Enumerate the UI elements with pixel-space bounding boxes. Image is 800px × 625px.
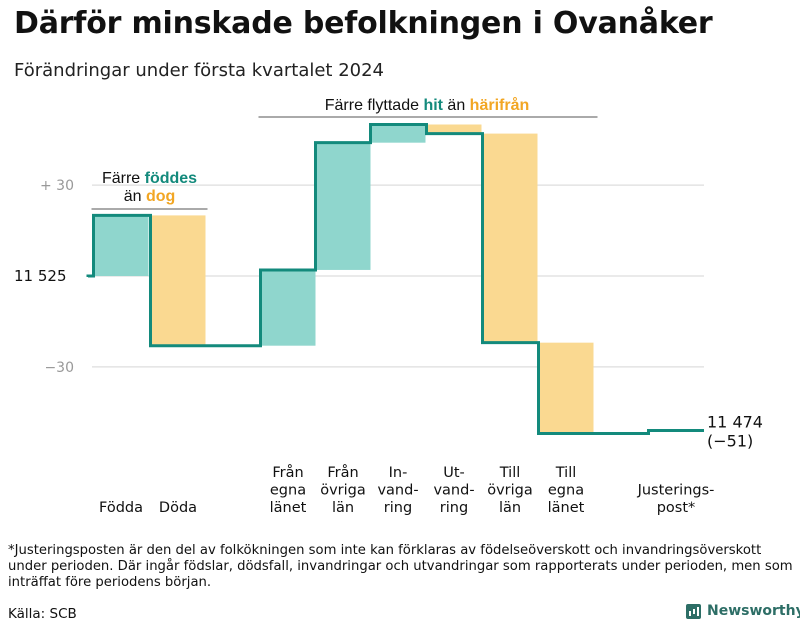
- category-label: Från: [327, 464, 358, 481]
- category-label: ring: [440, 500, 468, 516]
- category-label: ring: [384, 500, 412, 516]
- footnote: *Justeringsposten är den del av folkökni…: [8, 543, 793, 590]
- category-label: Döda: [159, 500, 197, 516]
- end-value-label: 11 474: [707, 413, 763, 432]
- chart-title: Därför minskade befolkningen i Ovanåker: [14, 6, 713, 41]
- category-label: In-: [389, 465, 408, 481]
- category-label: Till: [499, 465, 521, 481]
- waterfall-bar: [315, 142, 371, 270]
- annotation-span: än: [443, 97, 470, 114]
- category-label: post*: [657, 500, 696, 516]
- annotation-text: Färre flyttade hit än härifrån: [325, 96, 530, 114]
- annotation-text: än dog: [124, 188, 176, 205]
- category-label: Ut-: [443, 465, 465, 481]
- source-label: Källa: SCB: [8, 606, 77, 622]
- category-label: egna: [548, 483, 584, 499]
- category-label: övriga: [487, 483, 533, 499]
- annotation-span: föddes: [145, 170, 198, 187]
- category-label: övriga: [320, 483, 366, 499]
- waterfall-bar: [370, 124, 426, 143]
- waterfall-bar: [538, 342, 594, 434]
- annotation-span: härifrån: [470, 96, 530, 114]
- waterfall-bar: [93, 215, 149, 276]
- start-value-label: 11 525: [14, 267, 67, 285]
- annotation-span: Färre: [102, 170, 145, 187]
- end-change-label: (−51): [707, 432, 753, 451]
- annotation-span: dog: [146, 188, 175, 205]
- category-label: vand-: [377, 483, 418, 499]
- newsworthy-logo-icon: [686, 603, 701, 619]
- category-label: Från: [272, 464, 303, 481]
- category-label: vand-: [433, 483, 474, 499]
- category-label: Födda: [99, 500, 143, 516]
- category-label: länet: [548, 500, 585, 516]
- annotation-span: hit: [423, 97, 443, 114]
- waterfall-bar: [260, 269, 316, 346]
- annotation-span: Färre flyttade: [325, 97, 424, 114]
- category-label: Justerings-: [637, 483, 715, 499]
- brand: Newsworthy: [686, 603, 800, 619]
- category-label: län: [499, 500, 521, 516]
- category-label: egna: [270, 483, 306, 499]
- cumulative-line: [86, 123, 704, 436]
- annotation-text: Färre föddes: [102, 170, 197, 187]
- category-label: län: [332, 500, 354, 516]
- y-tick-label: −30: [44, 360, 74, 376]
- waterfall-bar: [150, 215, 206, 346]
- brand-name: Newsworthy: [707, 603, 800, 619]
- chart-subtitle: Förändringar under första kvartalet 2024: [14, 60, 385, 81]
- y-tick-label: + 30: [40, 178, 74, 194]
- annotation-span: än: [124, 188, 146, 205]
- category-label: Till: [555, 465, 577, 481]
- waterfall-bar: [426, 124, 482, 134]
- category-label: länet: [270, 500, 307, 516]
- waterfall-bar: [482, 133, 538, 343]
